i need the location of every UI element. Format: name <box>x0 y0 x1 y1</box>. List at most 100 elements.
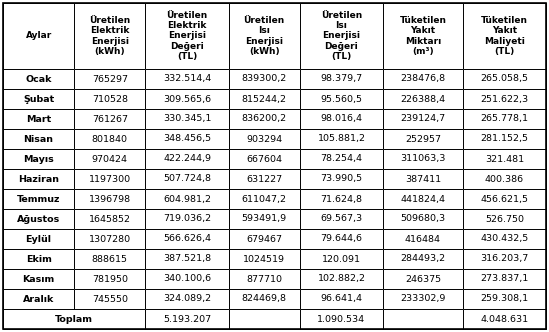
Text: 324.089,2: 324.089,2 <box>163 294 211 303</box>
Bar <box>145 169 228 189</box>
Bar <box>145 309 228 329</box>
Bar <box>145 249 228 269</box>
Text: 321.481: 321.481 <box>485 154 524 163</box>
Bar <box>145 269 228 289</box>
Text: Aylar: Aylar <box>25 32 52 41</box>
Bar <box>74 89 145 109</box>
Bar <box>74 289 145 309</box>
Bar <box>383 109 463 129</box>
Bar <box>383 69 463 89</box>
Bar <box>228 289 300 309</box>
Bar <box>228 269 300 289</box>
Bar <box>145 69 228 89</box>
Bar <box>463 229 546 249</box>
Bar <box>74 249 145 269</box>
Bar <box>300 69 383 89</box>
Bar <box>228 209 300 229</box>
Text: 340.100,6: 340.100,6 <box>163 275 211 284</box>
Bar <box>145 249 228 269</box>
Bar <box>74 249 145 269</box>
Text: 1396798: 1396798 <box>89 195 131 204</box>
Text: 719.036,2: 719.036,2 <box>163 214 211 223</box>
Bar <box>300 3 383 69</box>
Bar <box>463 109 546 129</box>
Bar <box>300 209 383 229</box>
Bar <box>74 189 145 209</box>
Text: 1307280: 1307280 <box>89 234 131 243</box>
Bar <box>228 249 300 269</box>
Bar <box>74 69 145 89</box>
Bar <box>300 249 383 269</box>
Bar <box>74 69 145 89</box>
Text: 348.456,5: 348.456,5 <box>163 134 211 143</box>
Bar <box>74 89 145 109</box>
Bar <box>145 3 228 69</box>
Text: 330.345,1: 330.345,1 <box>163 115 211 124</box>
Text: 387411: 387411 <box>405 175 441 184</box>
Text: Ocak: Ocak <box>25 74 52 84</box>
Bar <box>300 149 383 169</box>
Text: 251.622,3: 251.622,3 <box>480 95 529 104</box>
Text: 422.244,9: 422.244,9 <box>163 154 211 163</box>
Bar <box>3 209 74 229</box>
Text: 710528: 710528 <box>92 95 128 104</box>
Bar <box>145 169 228 189</box>
Text: Üretilen
Isı
Enerjisi
(kWh): Üretilen Isı Enerjisi (kWh) <box>244 16 285 56</box>
Text: 71.624,8: 71.624,8 <box>321 195 362 204</box>
Bar <box>300 149 383 169</box>
Text: 273.837,1: 273.837,1 <box>480 275 529 284</box>
Bar <box>463 129 546 149</box>
Bar <box>463 3 546 69</box>
Bar <box>300 69 383 89</box>
Text: 96.641,4: 96.641,4 <box>321 294 362 303</box>
Bar <box>3 69 74 89</box>
Text: 73.990,5: 73.990,5 <box>321 175 362 184</box>
Bar <box>3 309 145 329</box>
Bar <box>3 289 74 309</box>
Bar <box>463 309 546 329</box>
Text: 1.090.534: 1.090.534 <box>317 314 366 323</box>
Bar <box>383 269 463 289</box>
Text: Temmuz: Temmuz <box>17 195 60 204</box>
Text: Nisan: Nisan <box>24 134 54 143</box>
Text: 877710: 877710 <box>247 275 282 284</box>
Text: 781950: 781950 <box>92 275 128 284</box>
Bar <box>463 89 546 109</box>
Bar <box>383 289 463 309</box>
Bar <box>383 289 463 309</box>
Bar <box>145 149 228 169</box>
Bar <box>74 209 145 229</box>
Bar <box>300 109 383 129</box>
Text: Ekim: Ekim <box>26 255 52 264</box>
Bar <box>3 169 74 189</box>
Bar <box>74 189 145 209</box>
Text: 815244,2: 815244,2 <box>242 95 287 104</box>
Bar <box>74 169 145 189</box>
Bar <box>228 169 300 189</box>
Text: 284493,2: 284493,2 <box>400 255 445 264</box>
Bar <box>145 89 228 109</box>
Bar <box>145 229 228 249</box>
Bar <box>3 289 74 309</box>
Text: 1197300: 1197300 <box>89 175 131 184</box>
Text: 801840: 801840 <box>92 134 128 143</box>
Text: 5.193.207: 5.193.207 <box>163 314 211 323</box>
Bar <box>383 229 463 249</box>
Bar <box>383 189 463 209</box>
Bar <box>383 3 463 69</box>
Bar <box>145 129 228 149</box>
Bar <box>383 249 463 269</box>
Bar <box>3 149 74 169</box>
Text: 631227: 631227 <box>246 175 282 184</box>
Bar <box>463 169 546 189</box>
Text: Mart: Mart <box>26 115 51 124</box>
Bar <box>383 169 463 189</box>
Bar <box>3 3 74 69</box>
Bar <box>145 109 228 129</box>
Bar <box>463 229 546 249</box>
Bar <box>74 129 145 149</box>
Bar <box>383 249 463 269</box>
Text: 604.981,2: 604.981,2 <box>163 195 211 204</box>
Bar <box>228 229 300 249</box>
Text: Tüketilen
Yakıt
Miktarı
(m³): Tüketilen Yakıt Miktarı (m³) <box>400 16 446 56</box>
